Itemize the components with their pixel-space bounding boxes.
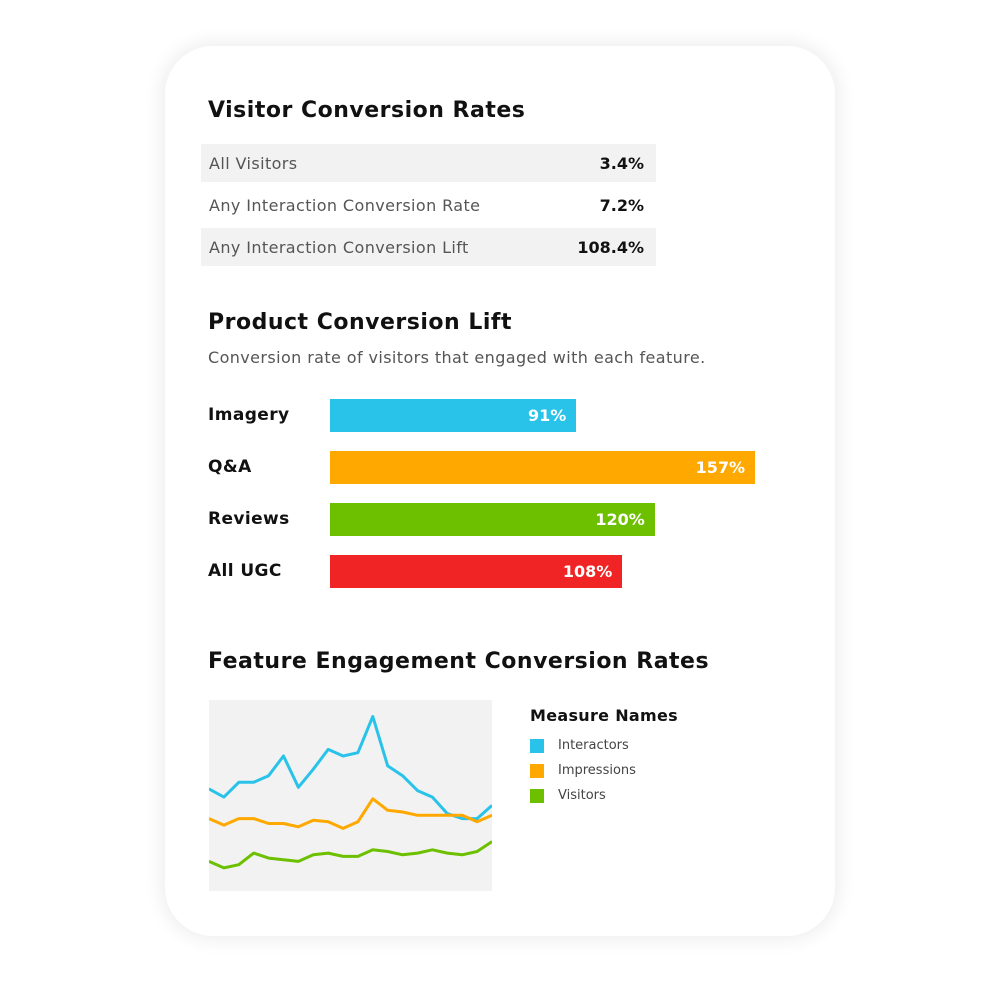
bar-all-ugc: 108% [330, 555, 623, 588]
bar-row-qa: Q&A 157% [208, 451, 808, 484]
legend-item-impressions: Impressions [530, 758, 750, 783]
product-lift-subtitle: Conversion rate of visitors that engaged… [208, 348, 706, 367]
rate-value: 3.4% [599, 153, 644, 173]
legend-label: Interactors [558, 738, 629, 753]
bar-value-label: 91% [528, 406, 567, 425]
bar-category-label: Imagery [208, 405, 290, 425]
dashboard-card: Visitor Conversion Rates All Visitors 3.… [165, 46, 835, 936]
bar-category-label: All UGC [208, 561, 282, 581]
legend-swatch [530, 763, 544, 778]
bar-row-reviews: Reviews 120% [208, 503, 808, 536]
legend-label: Impressions [558, 763, 636, 778]
series-line-interactors [209, 715, 492, 821]
series-line-impressions [209, 797, 492, 830]
bar-row-all-ugc: All UGC 108% [208, 555, 808, 588]
engagement-title: Feature Engagement Conversion Rates [208, 649, 710, 674]
legend-item-visitors: Visitors [530, 783, 750, 808]
bar-value-label: 157% [695, 458, 745, 477]
rate-row-interaction-rate: Any Interaction Conversion Rate 7.2% [201, 186, 656, 224]
bar-imagery: 91% [330, 399, 577, 432]
rate-label: Any Interaction Conversion Rate [209, 195, 481, 215]
series-line-visitors [209, 840, 492, 870]
legend-title: Measure Names [530, 706, 678, 725]
bar-value-label: 108% [562, 562, 613, 581]
visitor-rates-title: Visitor Conversion Rates [208, 98, 526, 123]
legend-item-interactors: Interactors [530, 733, 750, 758]
legend: Measure Names Interactors Impressions Vi… [530, 706, 750, 808]
rate-row-interaction-lift: Any Interaction Conversion Lift 108.4% [201, 228, 656, 266]
rate-value: 108.4% [577, 237, 644, 257]
rate-row-all-visitors: All Visitors 3.4% [201, 144, 656, 182]
bar-category-label: Q&A [208, 457, 252, 477]
engagement-line-chart [209, 700, 492, 891]
bar-category-label: Reviews [208, 509, 290, 529]
visitor-rates-table: All Visitors 3.4% Any Interaction Conver… [201, 144, 656, 270]
legend-label: Visitors [558, 788, 606, 803]
bar-reviews: 120% [330, 503, 655, 536]
rate-value: 7.2% [599, 195, 644, 215]
legend-swatch [530, 738, 544, 753]
rate-label: Any Interaction Conversion Lift [209, 237, 469, 257]
bar-value-label: 120% [595, 510, 645, 529]
rate-label: All Visitors [209, 153, 298, 173]
bar-qa: 157% [330, 451, 755, 484]
legend-swatch [530, 788, 544, 803]
chart-plot-area [209, 700, 492, 891]
bar-row-imagery: Imagery 91% [208, 399, 808, 432]
product-lift-title: Product Conversion Lift [208, 310, 512, 335]
